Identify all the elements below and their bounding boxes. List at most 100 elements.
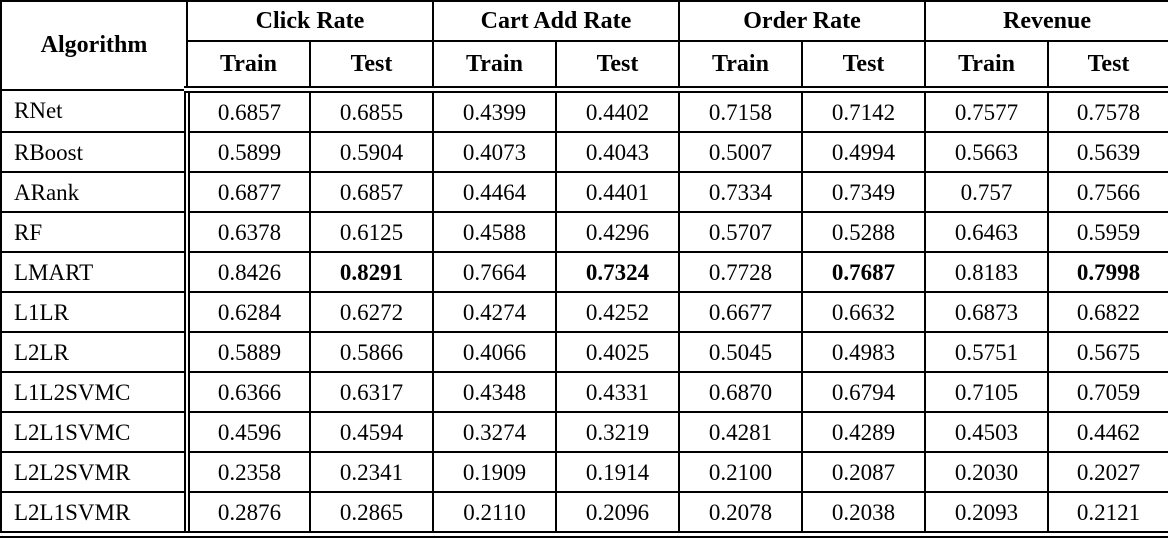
algorithm-name-cell: L2L2SVMR <box>0 451 190 493</box>
metric-value-cell: 0.5663 <box>924 131 1050 173</box>
metric-value-cell: 0.4281 <box>678 411 803 453</box>
metric-value-cell: 0.7728 <box>678 251 803 293</box>
metric-value-cell: 0.5707 <box>678 211 803 253</box>
metric-value-cell: 0.7059 <box>1047 371 1168 413</box>
metric-value-cell: 0.5899 <box>186 131 311 173</box>
metric-value-cell: 0.4289 <box>800 411 927 453</box>
subheader-cart-test: Test <box>555 40 680 93</box>
metric-value-cell: 0.2110 <box>432 491 557 538</box>
algorithm-name-cell: RNet <box>0 88 190 133</box>
metric-value-cell: 0.4983 <box>800 331 927 373</box>
metric-value-cell: 0.4503 <box>924 411 1050 453</box>
metric-value-cell: 0.4588 <box>432 211 557 253</box>
metric-value-cell: 0.6877 <box>186 171 311 213</box>
metric-value-cell: 0.6822 <box>1047 291 1168 333</box>
subheader-order-test: Test <box>800 40 927 93</box>
metric-value-cell: 0.2087 <box>800 451 927 493</box>
metric-value-cell: 0.4073 <box>432 131 557 173</box>
table-row: L2L1SVMC 0.4596 0.4594 0.3274 0.3219 0.4… <box>0 411 1168 453</box>
metric-value-cell: 0.2876 <box>186 491 311 538</box>
column-header-revenue: Revenue <box>924 0 1168 42</box>
metric-value-cell: 0.4252 <box>555 291 680 333</box>
table-row: ARank 0.6877 0.6857 0.4464 0.4401 0.7334… <box>0 171 1168 213</box>
metric-group-header-row: Algorithm Click Rate Cart Add Rate Order… <box>0 0 1168 91</box>
metric-value-cell: 0.7142 <box>800 88 927 133</box>
subheader-click-test: Test <box>309 40 434 93</box>
metric-value-cell: 0.6284 <box>186 291 311 333</box>
metric-value-cell: 0.2093 <box>924 491 1050 538</box>
metric-value-cell: 0.4994 <box>800 131 927 173</box>
metric-value-cell: 0.6632 <box>800 291 927 333</box>
metric-value-cell: 0.7349 <box>800 171 927 213</box>
metric-value-cell: 0.6857 <box>186 88 311 133</box>
algorithm-name-cell: L1L2SVMC <box>0 371 190 413</box>
metric-value-cell: 0.4462 <box>1047 411 1168 453</box>
subheader-click-train: Train <box>186 40 311 93</box>
metric-value-cell: 0.6378 <box>186 211 311 253</box>
metric-value-cell: 0.7324 <box>555 251 680 293</box>
metric-value-cell: 0.4296 <box>555 211 680 253</box>
metric-value-cell: 0.4043 <box>555 131 680 173</box>
metric-value-cell: 0.5675 <box>1047 331 1168 373</box>
metric-value-cell: 0.2030 <box>924 451 1050 493</box>
metric-value-cell: 0.2100 <box>678 451 803 493</box>
metric-value-cell: 0.4401 <box>555 171 680 213</box>
metric-value-cell: 0.7664 <box>432 251 557 293</box>
metric-value-cell: 0.7566 <box>1047 171 1168 213</box>
algorithm-name-cell: RF <box>0 211 190 253</box>
metric-value-cell: 0.6272 <box>309 291 434 333</box>
table-row: RNet 0.6857 0.6855 0.4399 0.4402 0.7158 … <box>0 88 1168 133</box>
metric-value-cell: 0.3219 <box>555 411 680 453</box>
metric-value-cell: 0.7105 <box>924 371 1050 413</box>
results-table-body: RNet 0.6857 0.6855 0.4399 0.4402 0.7158 … <box>0 88 1168 538</box>
column-header-order-rate: Order Rate <box>677 0 927 42</box>
metric-value-cell: 0.7578 <box>1047 88 1168 133</box>
metric-value-cell: 0.5904 <box>309 131 434 173</box>
metric-value-cell: 0.3274 <box>432 411 557 453</box>
metric-value-cell: 0.4464 <box>432 171 557 213</box>
subheader-revenue-test: Test <box>1047 40 1168 93</box>
algorithm-name-cell: L2L1SVMR <box>0 491 190 538</box>
metric-value-cell: 0.4066 <box>432 331 557 373</box>
metric-value-cell: 0.1909 <box>432 451 557 493</box>
table-row: L2LR 0.5889 0.5866 0.4066 0.4025 0.5045 … <box>0 331 1168 373</box>
metric-value-cell: 0.7687 <box>800 251 927 293</box>
metric-value-cell: 0.4331 <box>555 371 680 413</box>
metric-value-cell: 0.5866 <box>309 331 434 373</box>
table-row: L2L2SVMR 0.2358 0.2341 0.1909 0.1914 0.2… <box>0 451 1168 493</box>
metric-value-cell: 0.4025 <box>555 331 680 373</box>
metric-value-cell: 0.6855 <box>309 88 434 133</box>
metric-value-cell: 0.6463 <box>924 211 1050 253</box>
metric-value-cell: 0.6857 <box>309 171 434 213</box>
metric-value-cell: 0.2038 <box>800 491 927 538</box>
metric-value-cell: 0.5007 <box>678 131 803 173</box>
table-row: L1LR 0.6284 0.6272 0.4274 0.4252 0.6677 … <box>0 291 1168 333</box>
metric-value-cell: 0.5288 <box>800 211 927 253</box>
metric-value-cell: 0.6366 <box>186 371 311 413</box>
metric-value-cell: 0.6317 <box>309 371 434 413</box>
table-row: L2L1SVMR 0.2876 0.2865 0.2110 0.2096 0.2… <box>0 491 1168 538</box>
algorithm-name-cell: RBoost <box>0 131 190 173</box>
metric-value-cell: 0.8426 <box>186 251 311 293</box>
metric-value-cell: 0.5639 <box>1047 131 1168 173</box>
table-row: RF 0.6378 0.6125 0.4588 0.4296 0.5707 0.… <box>0 211 1168 253</box>
subheader-cart-train: Train <box>432 40 557 93</box>
table-row: L1L2SVMC 0.6366 0.6317 0.4348 0.4331 0.6… <box>0 371 1168 413</box>
metric-value-cell: 0.5045 <box>678 331 803 373</box>
metric-value-cell: 0.757 <box>924 171 1050 213</box>
metric-value-cell: 0.7334 <box>678 171 803 213</box>
algorithm-name-cell: L1LR <box>0 291 190 333</box>
metric-value-cell: 0.4402 <box>555 88 680 133</box>
column-header-algorithm: Algorithm <box>0 0 188 91</box>
metric-value-cell: 0.5959 <box>1047 211 1168 253</box>
metric-value-cell: 0.7158 <box>678 88 803 133</box>
subheader-order-train: Train <box>678 40 803 93</box>
metric-value-cell: 0.2341 <box>309 451 434 493</box>
metric-value-cell: 0.6870 <box>678 371 803 413</box>
table-row: LMART 0.8426 0.8291 0.7664 0.7324 0.7728… <box>0 251 1168 293</box>
metric-value-cell: 0.2865 <box>309 491 434 538</box>
algorithm-name-cell: LMART <box>0 251 190 293</box>
metric-value-cell: 0.8183 <box>924 251 1050 293</box>
metric-value-cell: 0.1914 <box>555 451 680 493</box>
